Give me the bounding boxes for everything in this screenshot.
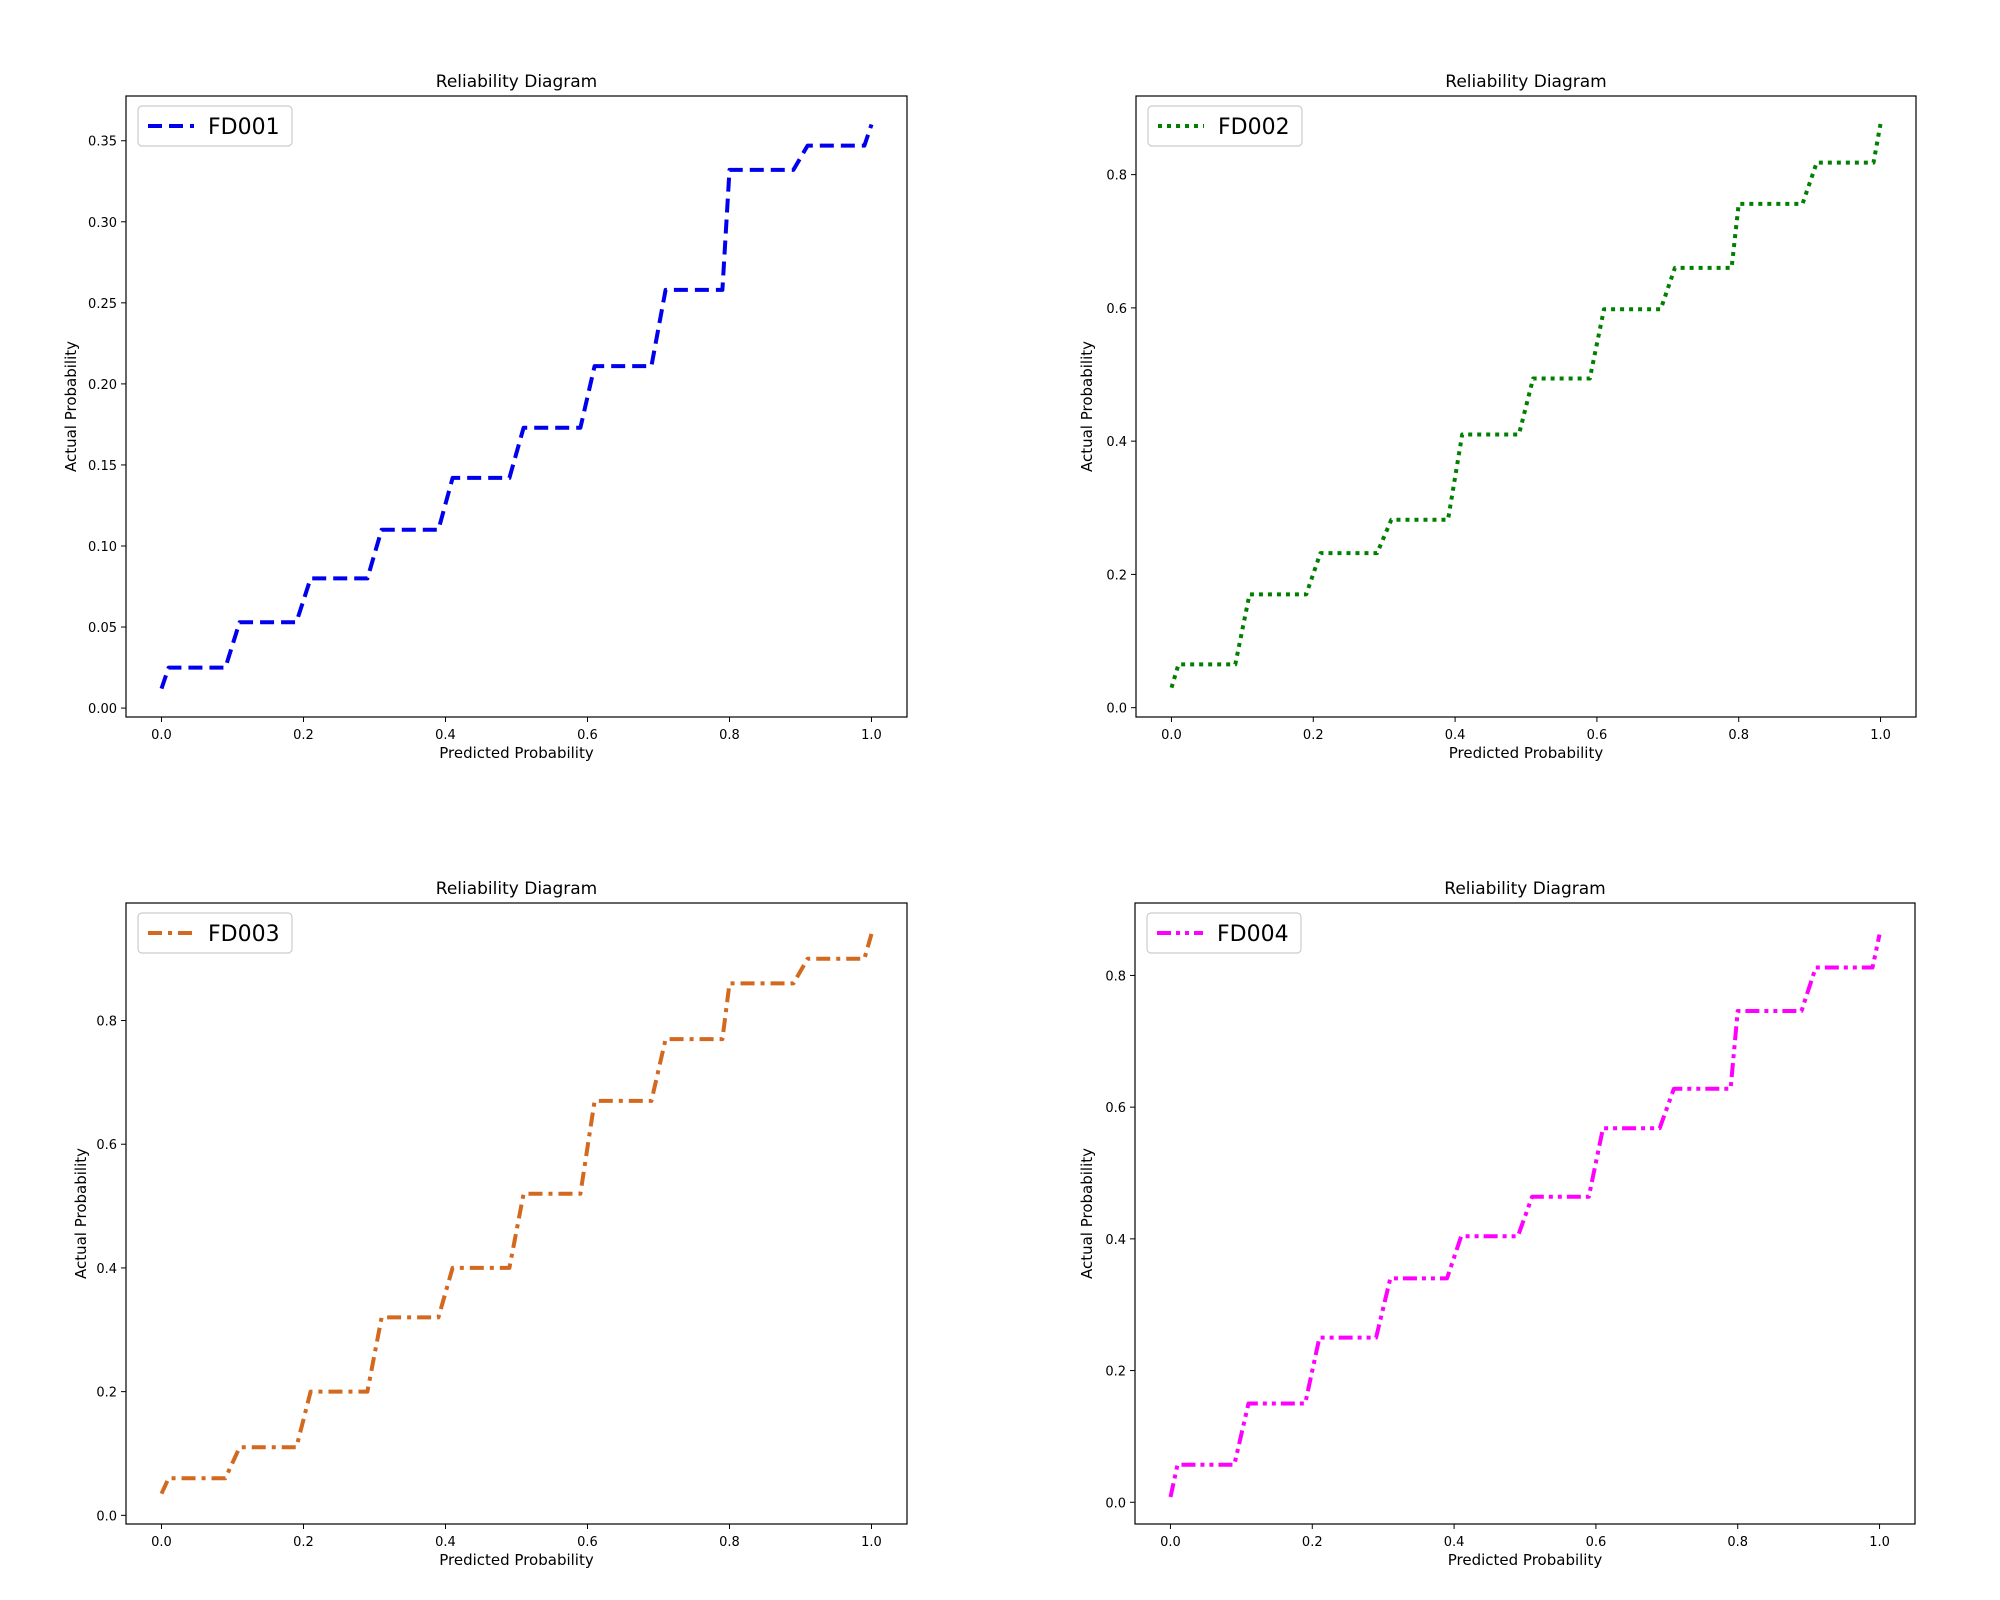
x-tick-label: 0.2 [293, 728, 314, 743]
y-tick-label: 0.6 [1106, 302, 1127, 317]
y-tick-label: 0.4 [1105, 1233, 1126, 1248]
x-tick-label: 0.4 [435, 728, 456, 743]
subplot-1: Reliability Diagram 0.0 0.2 0.4 0.6 0.8 1.0 0.0… [62, 72, 908, 762]
legend: FD002 [1147, 105, 1303, 147]
x-tick-label: 0.6 [1586, 1535, 1607, 1550]
y-tick-label: 0.0 [1105, 1496, 1126, 1511]
x-axis-label: Predicted Probability [439, 744, 594, 762]
x-tick-label: 0.2 [1303, 728, 1324, 743]
x-tick-label: 0.4 [435, 1535, 456, 1550]
legend-box [1147, 105, 1303, 147]
plot-frame [1135, 95, 1917, 718]
x-tick-label: 0.8 [1727, 1535, 1748, 1550]
x-tick-label: 0.4 [1444, 1535, 1465, 1550]
legend-label: FD002 [1218, 115, 1290, 140]
x-tick-label: 0.4 [1445, 728, 1466, 743]
legend: FD003 [137, 912, 293, 954]
legend-label: FD003 [208, 922, 280, 947]
x-tick-label: 1.0 [861, 1535, 882, 1550]
y-tick-label: 0.6 [1105, 1101, 1126, 1116]
x-tick-label: 0.6 [577, 728, 598, 743]
y-tick-label: 0.00 [88, 702, 117, 717]
y-axis-label: Actual Probability [72, 1148, 90, 1279]
y-tick-label: 0.2 [96, 1386, 117, 1401]
y-tick-label: 0.20 [88, 378, 117, 393]
x-tick-label: 0.0 [151, 1535, 172, 1550]
plot-frame [125, 95, 908, 718]
y-tick-label: 0.8 [1105, 969, 1126, 984]
chart-title: Reliability Diagram [1445, 72, 1606, 92]
x-axis-label: Predicted Probability [1448, 1551, 1603, 1569]
y-axis-label: Actual Probability [62, 341, 80, 472]
y-tick-label: 0.05 [88, 621, 117, 636]
x-tick-label: 0.0 [1160, 1535, 1181, 1550]
x-tick-label: 0.8 [719, 1535, 740, 1550]
y-tick-label: 0.0 [1106, 702, 1127, 717]
x-tick-label: 0.2 [293, 1535, 314, 1550]
legend-box [1146, 912, 1302, 954]
y-axis-label: Actual Probability [1078, 1148, 1096, 1279]
plot-frame [125, 902, 908, 1525]
x-tick-label: 0.0 [151, 728, 172, 743]
x-tick-label: 0.6 [1587, 728, 1608, 743]
x-axis-label: Predicted Probability [1449, 744, 1604, 762]
legend-label: FD001 [208, 115, 280, 140]
legend-box [137, 105, 293, 147]
subplot-4: Reliability Diagram 0.0 0.2 0.4 0.6 0.8 1.0 0.0… [1078, 879, 1916, 1569]
y-tick-label: 0.4 [96, 1262, 117, 1277]
y-tick-label: 0.8 [96, 1015, 117, 1030]
y-tick-label: 0.15 [88, 459, 117, 474]
x-axis-label: Predicted Probability [439, 1551, 594, 1569]
y-tick-label: 0.35 [88, 135, 117, 150]
x-tick-label: 1.0 [861, 728, 882, 743]
x-tick-label: 0.8 [1728, 728, 1749, 743]
y-axis-label: Actual Probability [1078, 341, 1096, 472]
y-tick-label: 0.30 [88, 216, 117, 231]
chart-title: Reliability Diagram [436, 72, 597, 92]
plot-frame [1134, 902, 1916, 1525]
series-line-FD003 [159, 933, 874, 1495]
y-tick-label: 0.2 [1105, 1365, 1126, 1380]
x-tick-label: 0.2 [1302, 1535, 1323, 1550]
x-tick-label: 0.0 [1161, 728, 1182, 743]
series-line-FD002 [1169, 123, 1883, 689]
legend: FD001 [137, 105, 293, 147]
chart-title: Reliability Diagram [436, 879, 597, 899]
y-tick-label: 0.8 [1106, 169, 1127, 184]
legend-label: FD004 [1217, 922, 1289, 947]
legend-box [137, 912, 293, 954]
x-tick-label: 1.0 [1870, 728, 1891, 743]
series-line-FD001 [159, 123, 874, 690]
y-tick-label: 0.2 [1106, 568, 1127, 583]
legend: FD004 [1146, 912, 1302, 954]
y-tick-label: 0.4 [1106, 435, 1127, 450]
x-tick-label: 0.6 [577, 1535, 598, 1550]
subplot-2: Reliability Diagram 0.0 0.2 0.4 0.6 0.8 1.0 0.0… [1078, 72, 1917, 762]
y-tick-label: 0.0 [96, 1509, 117, 1524]
series-line-FD004 [1168, 934, 1882, 1498]
x-tick-label: 0.8 [719, 728, 740, 743]
x-tick-label: 1.0 [1869, 1535, 1890, 1550]
y-tick-label: 0.10 [88, 540, 117, 555]
y-tick-label: 0.25 [88, 297, 117, 312]
subplot-3: Reliability Diagram 0.0 0.2 0.4 0.6 0.8 1.0 0.0… [72, 879, 908, 1569]
y-tick-label: 0.6 [96, 1138, 117, 1153]
chart-title: Reliability Diagram [1444, 879, 1605, 899]
